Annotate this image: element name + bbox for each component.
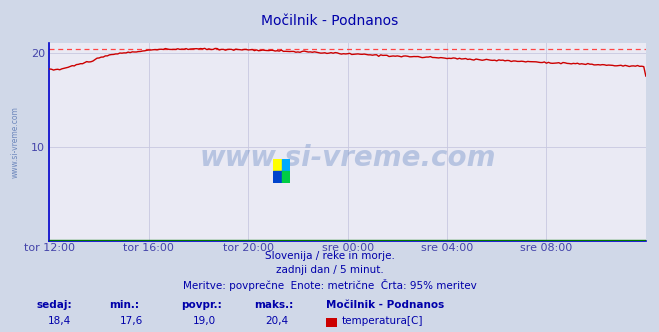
Bar (282, 159, 290, 171)
Text: 19,0: 19,0 (192, 316, 216, 326)
Text: temperatura[C]: temperatura[C] (342, 316, 424, 326)
Text: povpr.:: povpr.: (181, 300, 222, 310)
Text: Močilnik - Podnanos: Močilnik - Podnanos (261, 14, 398, 28)
Text: Meritve: povprečne  Enote: metrične  Črta: 95% meritev: Meritve: povprečne Enote: metrične Črta:… (183, 279, 476, 290)
Bar (273, 171, 282, 183)
Text: www.si-vreme.com: www.si-vreme.com (11, 106, 19, 178)
Text: maks.:: maks.: (254, 300, 293, 310)
Text: Močilnik - Podnanos: Močilnik - Podnanos (326, 300, 444, 310)
Text: 17,6: 17,6 (120, 316, 144, 326)
Text: www.si-vreme.com: www.si-vreme.com (200, 144, 496, 172)
Bar (273, 159, 282, 171)
Text: min.:: min.: (109, 300, 139, 310)
Text: sedaj:: sedaj: (36, 300, 72, 310)
Text: Slovenija / reke in morje.: Slovenija / reke in morje. (264, 251, 395, 261)
Text: 20,4: 20,4 (265, 316, 289, 326)
Bar (282, 171, 290, 183)
Text: 18,4: 18,4 (47, 316, 71, 326)
Text: zadnji dan / 5 minut.: zadnji dan / 5 minut. (275, 265, 384, 275)
